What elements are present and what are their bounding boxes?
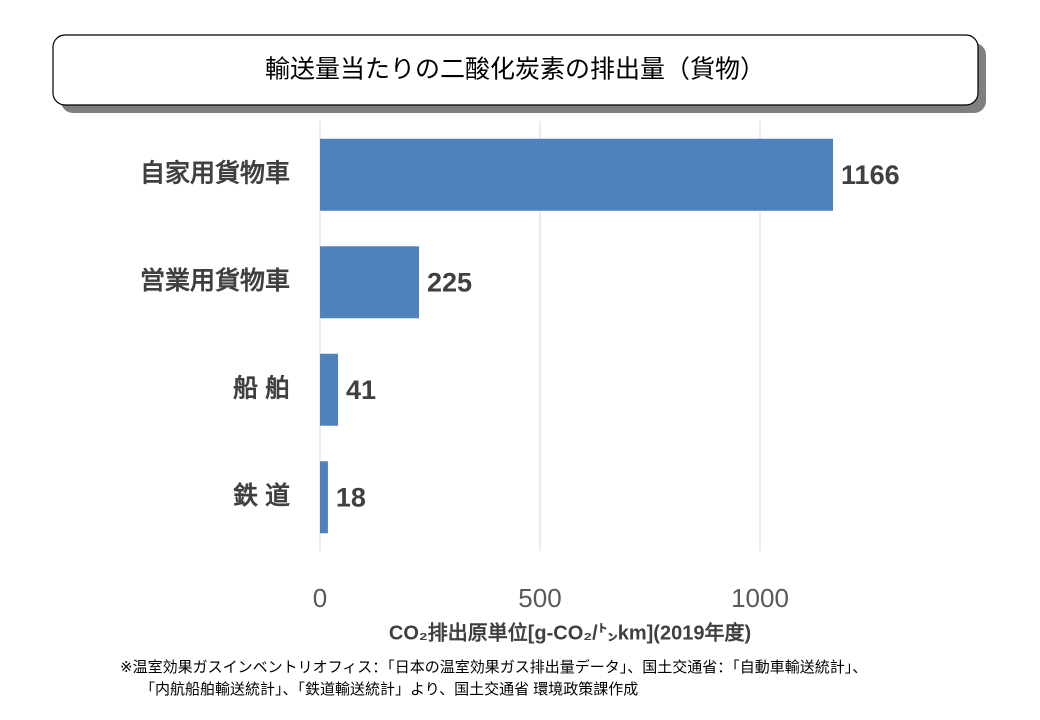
data-label: 1166	[841, 160, 900, 190]
chart-title: 輸送量当たりの二酸化炭素の排出量（貨物）	[265, 56, 765, 84]
bar	[320, 461, 328, 534]
footnote: ※温室効果ガスインベントリオフィス：「日本の温室効果ガス排出量データ」、国土交通…	[120, 658, 867, 676]
footnote: 「内航船舶輸送統計」、「鉄道輸送統計」より、国土交通省 環境政策課作成	[140, 680, 638, 698]
data-label: 225	[427, 267, 472, 297]
y-tick-label: 自家用貨物車	[140, 158, 290, 187]
bar	[320, 138, 834, 211]
x-tick-label: 1000	[731, 583, 789, 613]
data-label: 18	[336, 482, 366, 512]
data-label: 41	[346, 375, 376, 405]
y-tick-label: 船 舶	[233, 373, 290, 402]
x-tick-label: 500	[518, 583, 561, 613]
y-tick-label: 鉄 道	[233, 481, 290, 510]
title-box	[52, 34, 979, 106]
bar	[320, 246, 419, 319]
y-tick-label: 営業用貨物車	[140, 266, 290, 295]
bar	[320, 353, 339, 426]
x-axis-label: CO₂排出原単位[g-CO₂/㌧km](2019年度)	[389, 620, 751, 644]
x-tick-label: 0	[313, 583, 327, 613]
